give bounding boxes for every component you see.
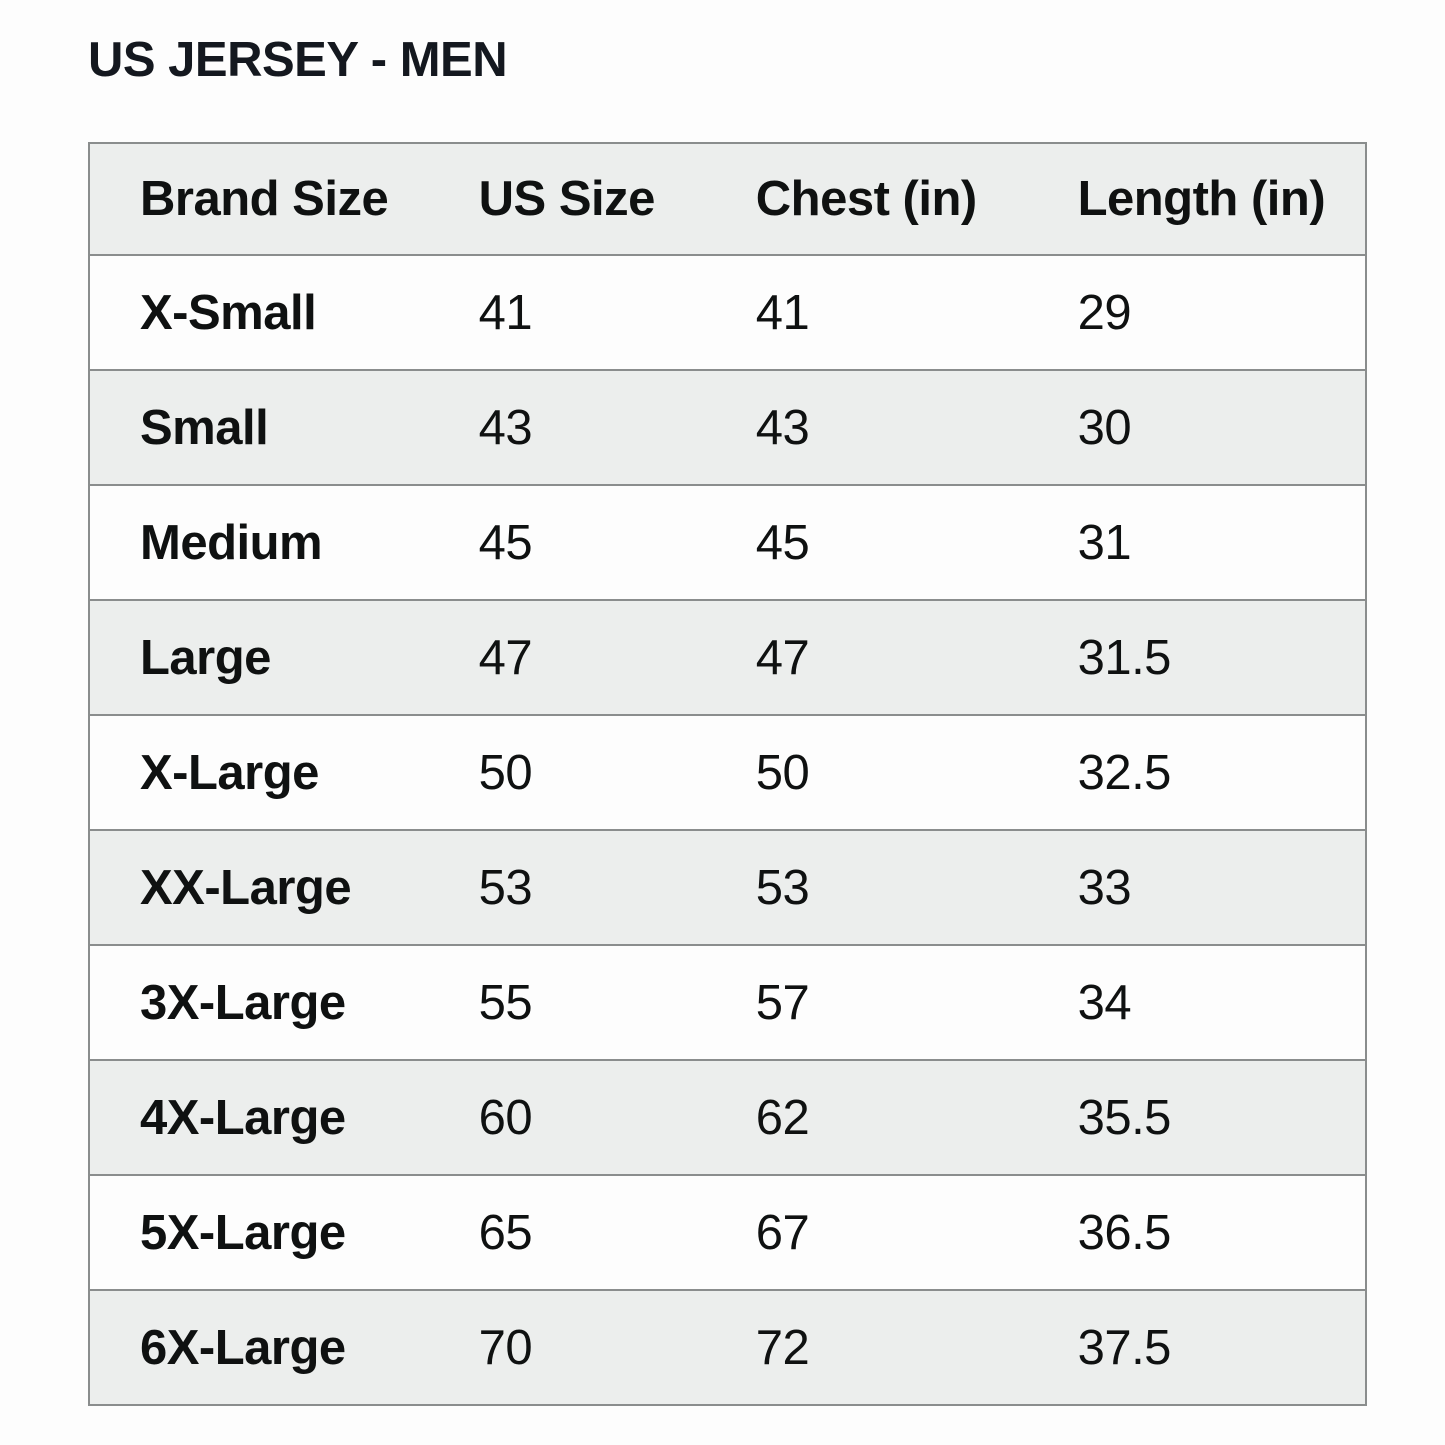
- cell-us-size: 70: [428, 1289, 706, 1406]
- cell-chest: 53: [705, 829, 1028, 946]
- cell-us-size: 60: [428, 1059, 706, 1176]
- table-row: 4X-Large 60 62 35.5: [89, 1059, 1366, 1176]
- cell-brand-size: 6X-Large: [89, 1289, 429, 1406]
- cell-length: 32.5: [1027, 714, 1366, 831]
- cell-us-size: 55: [428, 944, 706, 1061]
- cell-chest: 50: [705, 714, 1028, 831]
- table-row: X-Large 50 50 32.5: [89, 714, 1366, 831]
- cell-us-size: 47: [428, 599, 706, 716]
- size-chart-title: US JERSEY - MEN: [88, 33, 508, 87]
- cell-us-size: 65: [428, 1174, 706, 1291]
- column-header-brand-size: Brand Size: [89, 142, 429, 256]
- table-row: Large 47 47 31.5: [89, 599, 1366, 716]
- column-header-chest: Chest (in): [705, 142, 1028, 256]
- table-row: 3X-Large 55 57 34: [89, 944, 1366, 1061]
- cell-us-size: 41: [428, 254, 706, 371]
- cell-us-size: 53: [428, 829, 706, 946]
- cell-length: 35.5: [1027, 1059, 1366, 1176]
- cell-brand-size: Small: [89, 369, 429, 486]
- cell-length: 33: [1027, 829, 1366, 946]
- cell-brand-size: X-Large: [89, 714, 429, 831]
- size-chart-table: Brand Size US Size Chest (in) Length (in…: [88, 142, 1367, 1406]
- cell-brand-size: X-Small: [89, 254, 429, 371]
- table-body: X-Small 41 41 29 Small 43 43 30 Medium 4…: [89, 254, 1366, 1406]
- table-row: 5X-Large 65 67 36.5: [89, 1174, 1366, 1291]
- cell-us-size: 50: [428, 714, 706, 831]
- cell-length: 30: [1027, 369, 1366, 486]
- cell-brand-size: 5X-Large: [89, 1174, 429, 1291]
- cell-chest: 72: [705, 1289, 1028, 1406]
- cell-brand-size: 4X-Large: [89, 1059, 429, 1176]
- column-header-length: Length (in): [1027, 142, 1366, 256]
- cell-chest: 47: [705, 599, 1028, 716]
- cell-chest: 41: [705, 254, 1028, 371]
- header-row: Brand Size US Size Chest (in) Length (in…: [89, 142, 1366, 256]
- cell-brand-size: XX-Large: [89, 829, 429, 946]
- table-row: Small 43 43 30: [89, 369, 1366, 486]
- cell-chest: 45: [705, 484, 1028, 601]
- cell-length: 37.5: [1027, 1289, 1366, 1406]
- cell-length: 31.5: [1027, 599, 1366, 716]
- table-row: 6X-Large 70 72 37.5: [89, 1289, 1366, 1406]
- cell-length: 36.5: [1027, 1174, 1366, 1291]
- cell-us-size: 45: [428, 484, 706, 601]
- cell-chest: 67: [705, 1174, 1028, 1291]
- cell-chest: 57: [705, 944, 1028, 1061]
- cell-brand-size: Medium: [89, 484, 429, 601]
- cell-length: 29: [1027, 254, 1366, 371]
- table-header: Brand Size US Size Chest (in) Length (in…: [89, 142, 1366, 256]
- table-row: X-Small 41 41 29: [89, 254, 1366, 371]
- cell-chest: 43: [705, 369, 1028, 486]
- table-row: XX-Large 53 53 33: [89, 829, 1366, 946]
- cell-brand-size: Large: [89, 599, 429, 716]
- column-header-us-size: US Size: [428, 142, 706, 256]
- table-row: Medium 45 45 31: [89, 484, 1366, 601]
- cell-length: 34: [1027, 944, 1366, 1061]
- cell-us-size: 43: [428, 369, 706, 486]
- cell-chest: 62: [705, 1059, 1028, 1176]
- cell-length: 31: [1027, 484, 1366, 601]
- cell-brand-size: 3X-Large: [89, 944, 429, 1061]
